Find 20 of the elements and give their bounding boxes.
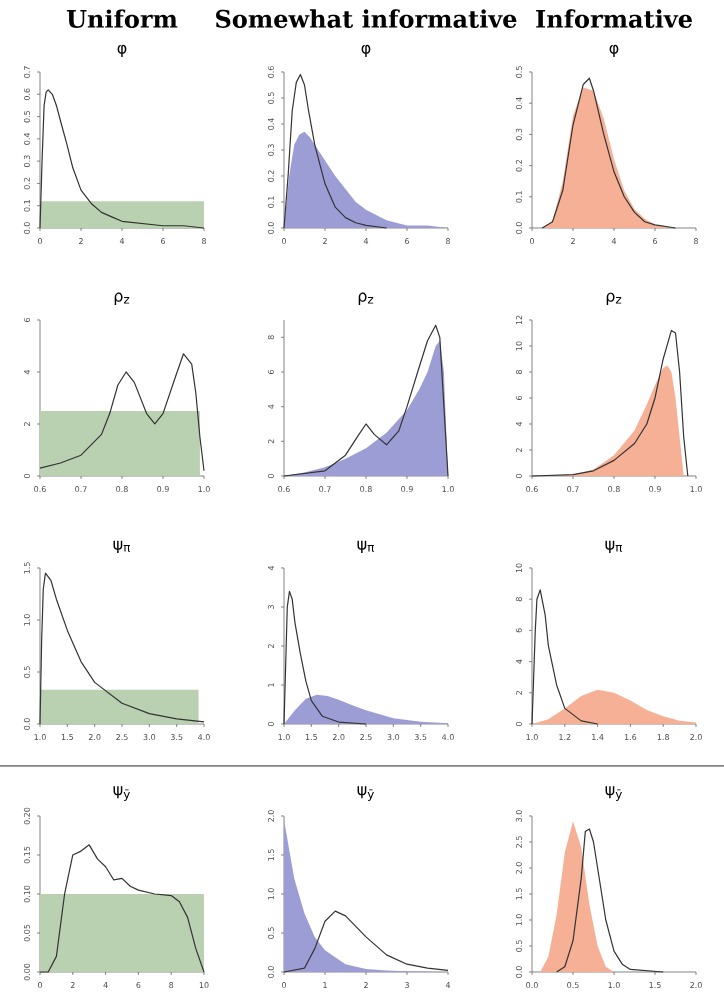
chart-title: ψ$_{π}$ (113, 540, 131, 553)
chart-title: Uniform (66, 9, 178, 28)
chart-title: ψ$_{ȳ}$ (113, 786, 130, 801)
chart-title: ψ$_{π}$ (357, 540, 375, 553)
line-series (39, 572, 205, 725)
chart-title: ψ$_{ȳ}$ (605, 786, 622, 801)
chart-title: ψ$_{ȳ}$ (357, 786, 374, 801)
chart-subtitle: φ (361, 44, 371, 57)
chart-title: ρ$_{z}$ (606, 292, 622, 305)
chart-title: Informative (536, 9, 692, 28)
chart-title: ψ$_{π}$ (605, 540, 623, 553)
chart-subtitle: φ (117, 44, 127, 57)
chart-subtitle: φ (609, 44, 619, 57)
line-series (531, 329, 689, 477)
chart-title: ρ$_{z}$ (358, 292, 374, 305)
chart-title: Somewhat informative (216, 9, 517, 28)
line-series (556, 828, 664, 973)
chart-title: ρ$_{z}$ (114, 292, 130, 305)
line-series (283, 590, 367, 725)
line-series (39, 353, 205, 472)
